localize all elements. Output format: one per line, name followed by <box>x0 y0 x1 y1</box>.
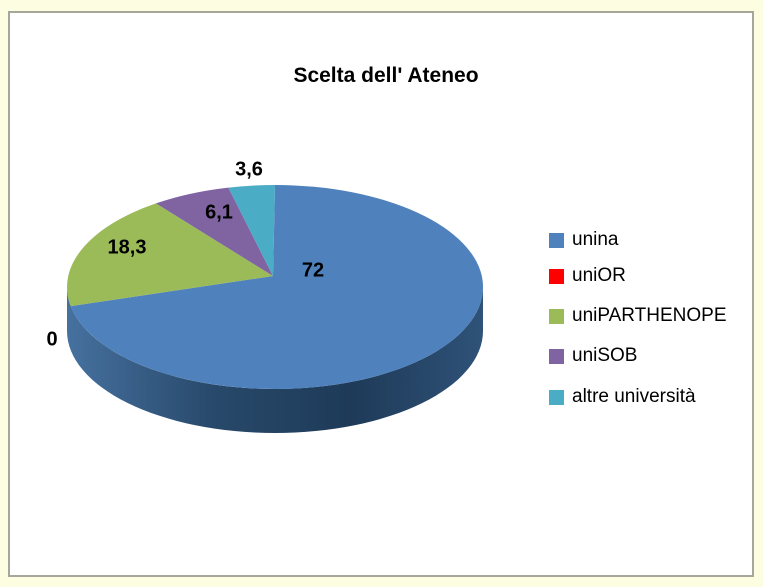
legend-item-altre-universita[interactable]: altre università <box>549 386 696 408</box>
pie-slice-uniparthenope[interactable] <box>67 203 273 307</box>
legend-label-altre-universita: altre università <box>572 386 696 407</box>
legend-item-uniparthenope[interactable]: uniPARTHENOPE <box>549 305 727 327</box>
legend-label-unior: uniOR <box>572 265 626 286</box>
legend-swatch-unina <box>549 232 564 248</box>
legend-swatch-uniparthenope <box>549 308 564 324</box>
legend-item-unior[interactable]: uniOR <box>549 265 626 287</box>
pie-side-3d <box>67 287 483 433</box>
legend-item-unisob[interactable]: uniSOB <box>549 345 637 367</box>
legend-item-unina[interactable]: unina <box>549 229 619 251</box>
legend-label-unisob: uniSOB <box>572 345 638 366</box>
pie-slice-unina[interactable] <box>70 185 484 389</box>
data-label-unisob: 6,1 <box>205 201 233 224</box>
data-label-uniparthenope: 18,3 <box>107 236 147 259</box>
chart-title: Scelta dell' Ateneo <box>293 64 479 87</box>
legend-swatch-altre-universita <box>549 389 564 405</box>
pie-slice-unisob[interactable] <box>155 187 273 276</box>
legend-label-uniparthenope: uniPARTHENOPE <box>572 305 727 326</box>
legend-swatch-unisob <box>549 348 564 364</box>
data-label-unina: 72 <box>301 259 325 282</box>
legend-swatch-unior <box>549 268 564 284</box>
pie-slice-altre-universita[interactable] <box>228 185 275 276</box>
data-label-unior: 0 <box>46 328 58 351</box>
data-label-altre-universita: 3,6 <box>235 158 263 181</box>
legend-label-unina: unina <box>572 229 619 250</box>
